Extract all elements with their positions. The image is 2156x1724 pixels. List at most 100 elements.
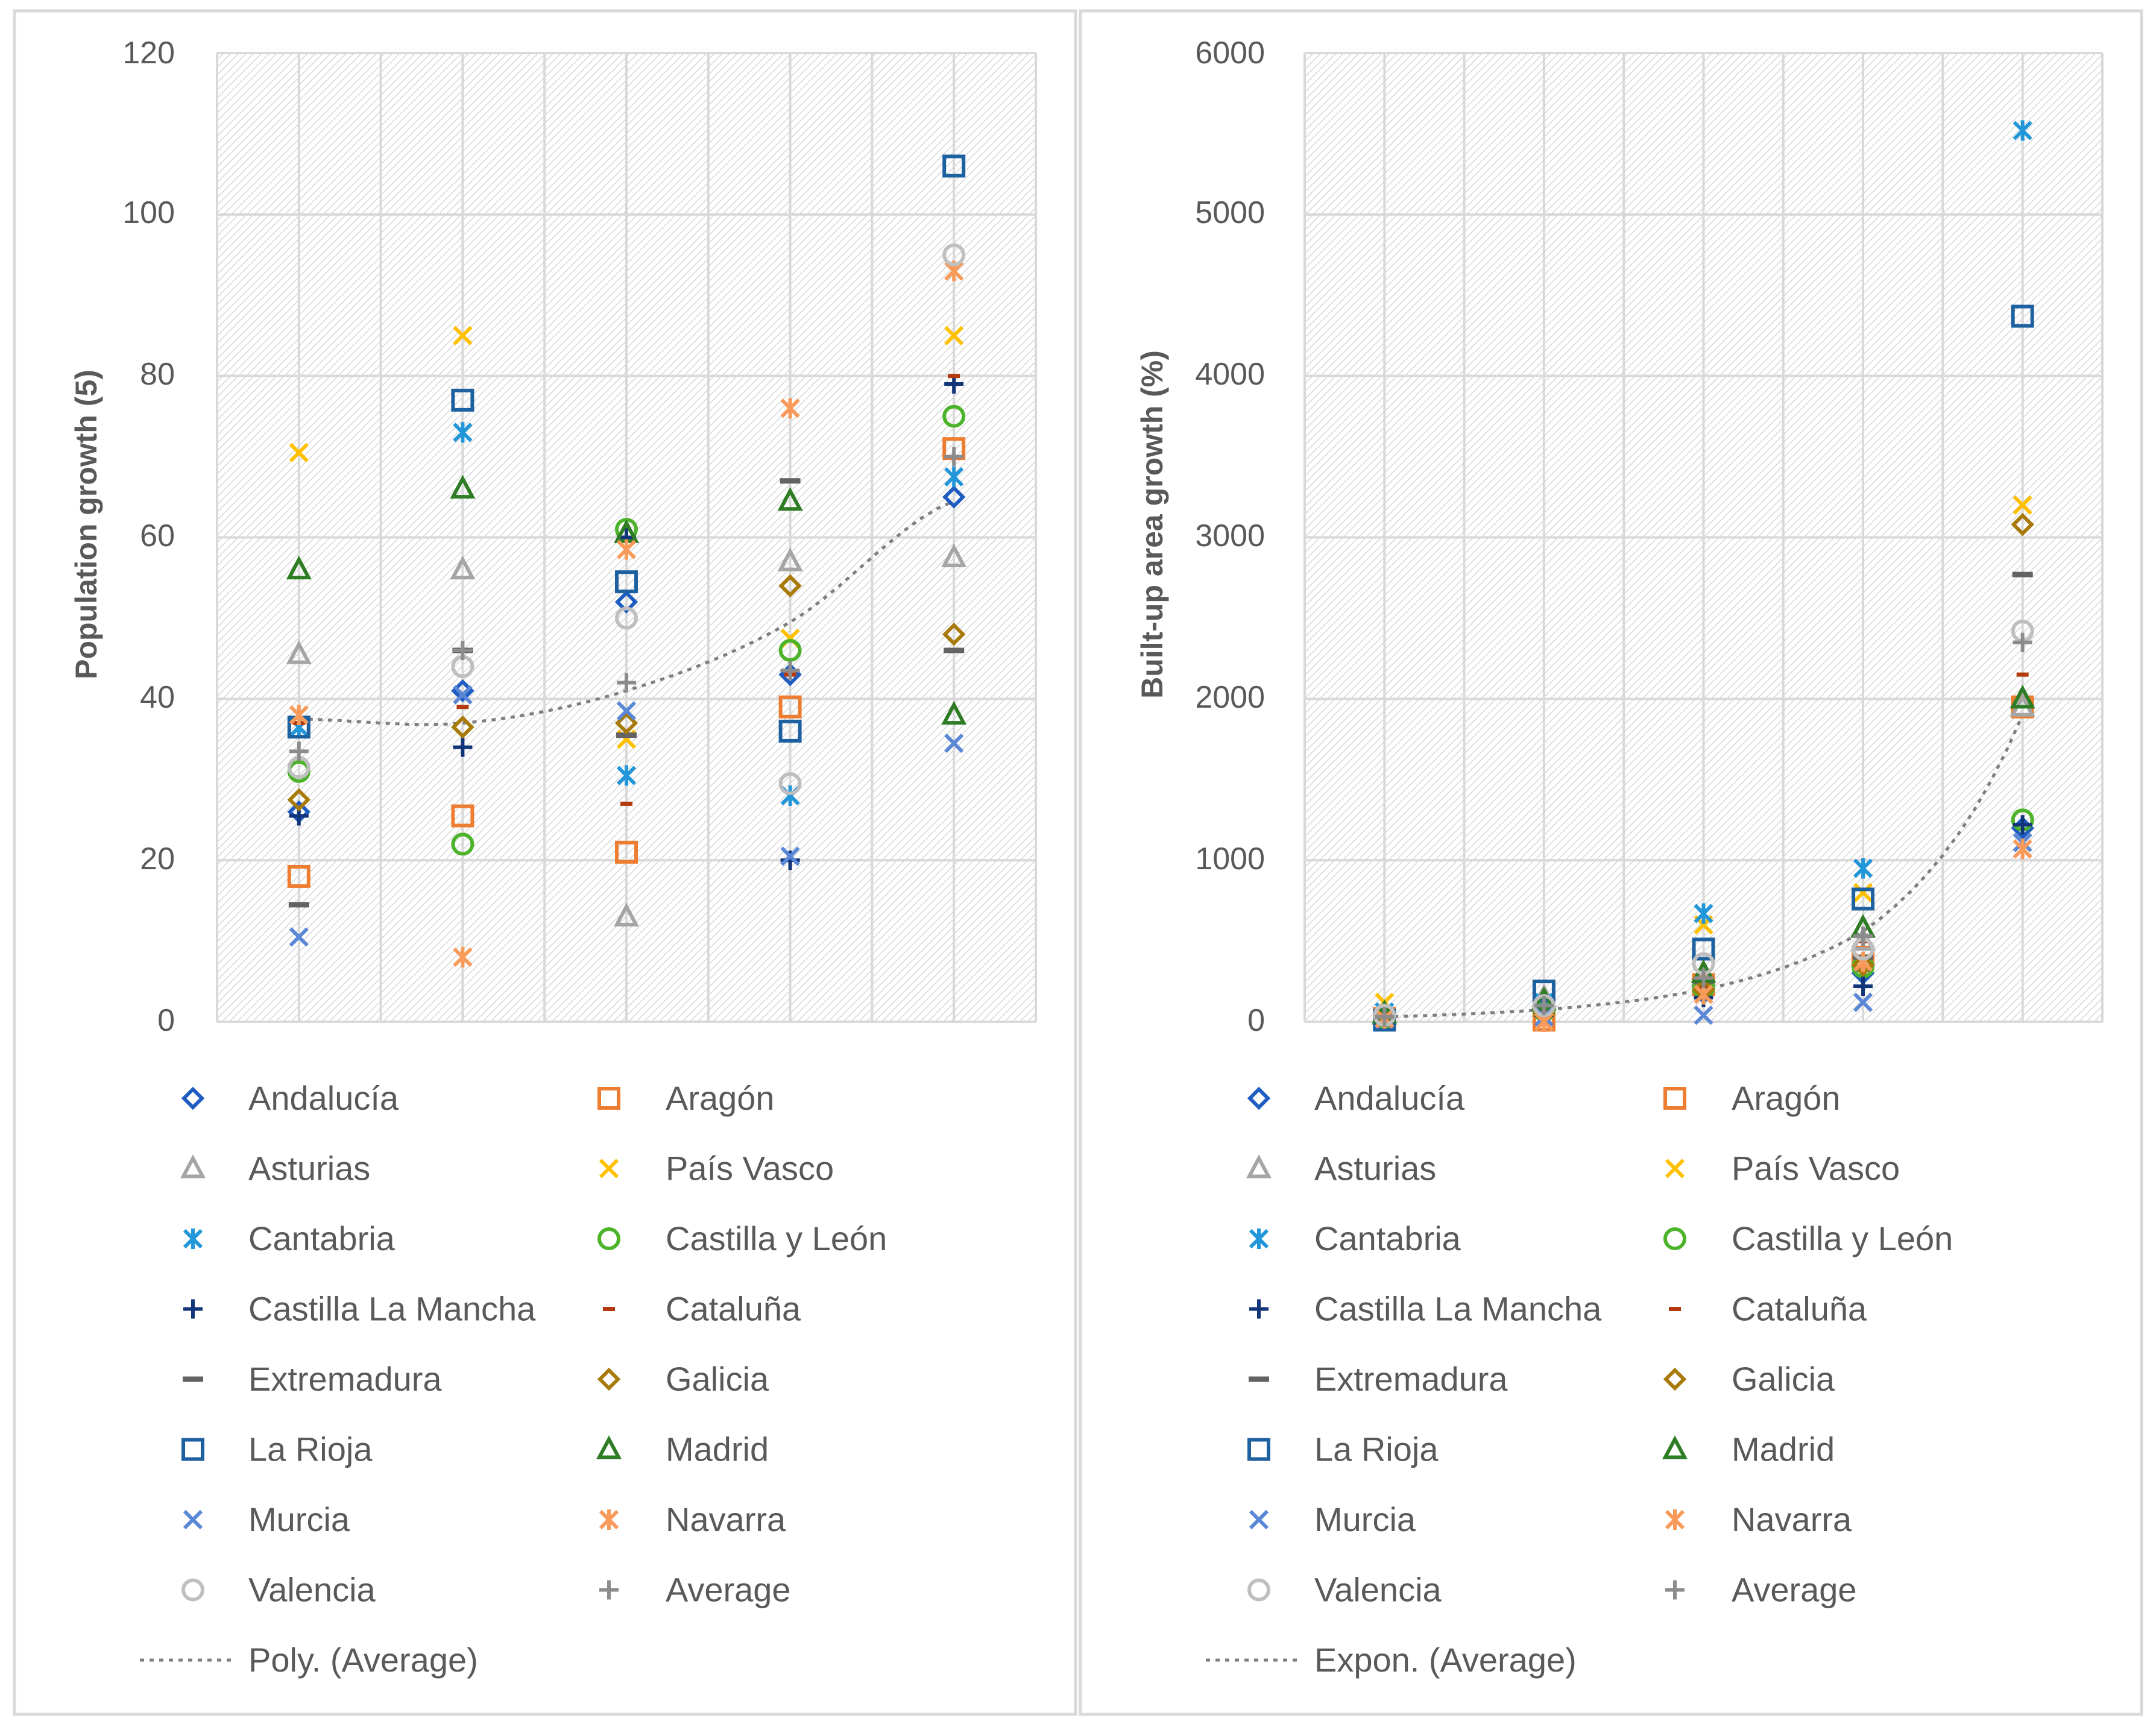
data-point [2013, 815, 2032, 835]
data-point [450, 474, 476, 499]
legend-label: Castilla y León [666, 1219, 887, 1257]
legend-label: Extremadura [248, 1360, 442, 1398]
data-point [942, 243, 966, 266]
y-tick-labels: 0 20 40 60 80 100 120 [122, 36, 175, 1038]
data-point [289, 741, 309, 761]
data-point [614, 590, 638, 614]
data-point [2013, 632, 2032, 652]
data-point [942, 154, 966, 178]
data-point [1534, 996, 1554, 1016]
legend-label: País Vasco [1732, 1150, 1900, 1188]
data-point [2011, 304, 2034, 328]
data-point [453, 422, 473, 443]
y-tick-label: 80 [140, 357, 175, 392]
legend-marker [181, 1578, 204, 1602]
legend-label: Castilla La Mancha [1314, 1290, 1602, 1328]
population-chart-panel: Population growth (5) 0 20 40 60 80 100 … [13, 9, 1077, 1716]
legend-label: Aragón [666, 1079, 775, 1117]
y-tick-label: 40 [140, 680, 175, 715]
legend: Andalucía Aragón Asturias País Vasco Cantabr… [1206, 1079, 1953, 1679]
data-point [451, 388, 474, 412]
legend-label: Asturias [248, 1150, 370, 1188]
legend-label: Cantabria [1314, 1219, 1461, 1257]
legend-marker [183, 1299, 203, 1319]
data-point [450, 555, 476, 580]
legend-marker [1249, 1299, 1269, 1319]
legend-label: Average [666, 1571, 791, 1609]
legend-marker [1246, 1154, 1272, 1178]
legend-label: Valencia [248, 1571, 376, 1609]
data-point [780, 661, 800, 681]
legend-label: Navarra [1732, 1500, 1852, 1538]
data-point [1375, 1007, 1395, 1027]
data-point [615, 570, 638, 594]
data-point [287, 864, 310, 888]
y-tick-label: 120 [122, 36, 175, 71]
legend-label: Average [1732, 1571, 1857, 1609]
data-point [451, 832, 474, 856]
legend-label: Madrid [1732, 1430, 1835, 1468]
data-point [2011, 512, 2034, 536]
data-point [2013, 495, 2032, 515]
data-point [453, 946, 473, 967]
plot-area [216, 52, 1037, 1023]
legend-marker [1663, 1087, 1686, 1110]
legend-marker [1249, 1229, 1269, 1249]
data-point [615, 840, 638, 864]
legend-marker [183, 1229, 203, 1249]
data-point [1853, 882, 1873, 902]
data-point [453, 737, 473, 757]
legend-label: Aragón [1732, 1079, 1841, 1117]
data-point [1853, 992, 1873, 1012]
data-point [942, 622, 966, 646]
data-point [614, 711, 638, 735]
data-point [1694, 968, 1713, 988]
y-tick-label: 0 [157, 1003, 175, 1038]
legend-label: Valencia [1314, 1571, 1442, 1609]
data-point [1851, 954, 1875, 977]
legend-label: Asturias [1314, 1150, 1436, 1188]
legend-label: Cantabria [248, 1219, 396, 1257]
data-point [778, 574, 802, 598]
data-point [614, 902, 639, 926]
data-point [942, 404, 966, 428]
data-point [287, 788, 311, 811]
data-point [615, 606, 638, 630]
data-point [1692, 937, 1715, 961]
data-point [778, 772, 802, 795]
data-point [453, 685, 473, 705]
legend-label: La Rioja [1314, 1430, 1439, 1468]
y-tick-label: 3000 [1195, 518, 1265, 553]
data-point [451, 715, 474, 739]
data-point [616, 701, 637, 721]
legend-label: Navarra [666, 1500, 786, 1538]
legend-label: Castilla La Mancha [248, 1290, 536, 1328]
y-tick-label: 1000 [1195, 842, 1265, 876]
data-point [941, 543, 967, 567]
data-point [780, 398, 800, 419]
data-point [1853, 926, 1873, 946]
legend-marker [1665, 1159, 1685, 1178]
legend-marker [181, 1086, 205, 1110]
data-point [1694, 903, 1713, 924]
y-tick-label: 5000 [1195, 195, 1265, 230]
data-point [451, 804, 474, 828]
legend-label: Poly. (Average) [248, 1641, 478, 1679]
data-point [616, 765, 637, 786]
legend-marker [597, 1227, 620, 1250]
legend-marker [596, 1435, 622, 1459]
legend-marker [597, 1367, 621, 1391]
built-up-chart-panel: Built-up area growth (%) 0 1000 2000 300… [1079, 9, 2143, 1716]
legend-label: País Vasco [666, 1150, 834, 1188]
legend-marker [599, 1509, 619, 1530]
y-tick-label: 100 [122, 195, 175, 230]
y-tick-label: 20 [140, 842, 175, 876]
data-point [1853, 977, 1873, 996]
data-point [944, 733, 964, 753]
legend-label: Castilla y León [1732, 1219, 1953, 1257]
data-point [286, 640, 312, 664]
legend-marker [1662, 1435, 1688, 1459]
legend-label: Murcia [248, 1500, 350, 1538]
data-point [453, 326, 473, 345]
plot-area [1303, 52, 2104, 1032]
